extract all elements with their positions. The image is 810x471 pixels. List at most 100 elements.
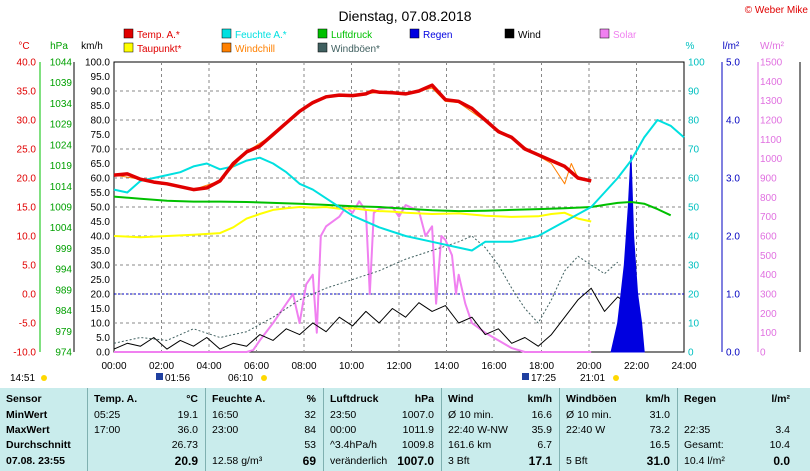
temp-axis-unit: °C bbox=[18, 41, 29, 52]
wind-header: Wind bbox=[448, 393, 474, 405]
x-tick-label: 20:00 bbox=[576, 361, 601, 372]
sensor-header: Sensor bbox=[6, 393, 42, 405]
pressure-tick-label: 1019 bbox=[50, 161, 73, 172]
wind-axis-unit: km/h bbox=[81, 41, 103, 52]
wind-avg10: 16.6 bbox=[531, 409, 552, 421]
temp-tick-label: 15.0 bbox=[17, 203, 37, 214]
series-rain bbox=[610, 154, 645, 353]
solar-tick-label: 700 bbox=[760, 212, 777, 223]
x-tick-label: 14:00 bbox=[434, 361, 459, 372]
wind-max: 35.9 bbox=[531, 424, 552, 436]
wind-avg-label: Ø 10 min. bbox=[448, 409, 494, 421]
rain-header: Regen bbox=[684, 393, 717, 405]
legend-label: Solar bbox=[613, 30, 637, 41]
gust-unit: km/h bbox=[645, 393, 670, 405]
pressure-tick-label: 1014 bbox=[50, 182, 73, 193]
wind-tick-label: 65.0 bbox=[91, 159, 111, 170]
col-pressure: Luftdruck hPa 23:50 1007.0 00:00 1011.9 ^3.… bbox=[324, 388, 440, 471]
wind-tick-label: 75.0 bbox=[91, 130, 111, 141]
legend-swatch bbox=[504, 28, 515, 39]
solar-tick-label: 1300 bbox=[760, 96, 783, 107]
weather-chart: Dienstag, 07.08.2018 © Weber Mike Temp. … bbox=[10, 5, 808, 384]
pressure-tick-label: 984 bbox=[55, 306, 72, 317]
row-label: 07.08. 23:55 bbox=[6, 455, 65, 467]
wind-tick-label: 25.0 bbox=[91, 275, 111, 286]
humidity-tick-label: 80 bbox=[688, 116, 700, 127]
moon-icon bbox=[156, 373, 163, 380]
x-tick-label: 10:00 bbox=[339, 361, 364, 372]
pressure-tick-label: 1039 bbox=[50, 78, 73, 89]
temp-current: 20.9 bbox=[174, 454, 198, 468]
press-max: 1011.9 bbox=[402, 424, 434, 436]
wind-tick-label: 45.0 bbox=[91, 217, 111, 228]
wind-tick-label: 30.0 bbox=[91, 261, 111, 272]
wind-tick-label: 60.0 bbox=[91, 174, 111, 185]
press-min-time: 23:50 bbox=[330, 409, 357, 421]
rain-tick-label: 5.0 bbox=[726, 58, 740, 69]
legend-swatch bbox=[123, 28, 134, 39]
rain-tick-label: 4.0 bbox=[726, 116, 740, 127]
humidity-axis-unit: % bbox=[686, 41, 695, 52]
hum-max-time: 23:00 bbox=[212, 424, 239, 436]
press-forecast: veränderlich bbox=[330, 455, 388, 467]
rain-day: 10.4 l/m² bbox=[684, 455, 725, 467]
col-sensor: Sensor MinWert MaxWert Durchschnitt 07.0… bbox=[0, 388, 86, 471]
moon-icon bbox=[522, 373, 529, 380]
pressure-tick-label: 1004 bbox=[50, 223, 73, 234]
wind-tick-label: 100.0 bbox=[85, 58, 110, 69]
hum-unit: % bbox=[306, 393, 316, 405]
x-tick-label: 22:00 bbox=[624, 361, 649, 372]
wind-tick-label: 50.0 bbox=[91, 203, 111, 214]
gust-avg10: 31.0 bbox=[649, 409, 670, 421]
legend-swatch bbox=[317, 28, 328, 39]
temp-tick-label: 30.0 bbox=[17, 116, 37, 127]
rain-tick-label: 3.0 bbox=[726, 174, 740, 185]
rain-unit: l/m² bbox=[771, 393, 790, 405]
x-tick-label: 18:00 bbox=[529, 361, 554, 372]
press-avg: 1009.8 bbox=[401, 439, 434, 451]
legend-swatch bbox=[599, 28, 610, 39]
wind-tick-label: 80.0 bbox=[91, 116, 111, 127]
x-tick-label: 06:00 bbox=[244, 361, 269, 372]
wind-unit: km/h bbox=[527, 393, 552, 405]
humidity-tick-label: 50 bbox=[688, 203, 700, 214]
gust-header: Windböen bbox=[566, 393, 617, 405]
solar-tick-label: 500 bbox=[760, 251, 777, 262]
x-tick-label: 16:00 bbox=[481, 361, 506, 372]
rain-axis-unit: l/m² bbox=[723, 41, 740, 52]
hum-header: Feuchte A. bbox=[212, 393, 266, 405]
hum-min: 32 bbox=[304, 409, 316, 421]
wind-tick-label: 40.0 bbox=[91, 232, 111, 243]
pressure-tick-label: 989 bbox=[55, 285, 72, 296]
press-max-time: 00:00 bbox=[330, 424, 357, 436]
legend-label: Windböen* bbox=[331, 44, 380, 55]
rain-tick-label: 1.0 bbox=[726, 290, 740, 301]
wind-tick-label: 10.0 bbox=[91, 319, 111, 330]
humidity-tick-label: 40 bbox=[688, 232, 700, 243]
humidity-tick-label: 70 bbox=[688, 145, 700, 156]
temp-min: 19.1 bbox=[177, 409, 198, 421]
pressure-tick-label: 974 bbox=[55, 348, 72, 359]
pressure-tick-label: 1044 bbox=[50, 58, 73, 69]
wind-tick-label: 15.0 bbox=[91, 304, 111, 315]
marker-label: 17:25 bbox=[531, 373, 556, 384]
pressure-tick-label: 999 bbox=[55, 244, 72, 255]
legend-swatch bbox=[221, 42, 232, 53]
solar-tick-label: 1100 bbox=[760, 135, 782, 146]
sun-icon bbox=[261, 375, 267, 381]
legend-label: Wind bbox=[518, 30, 541, 41]
temp-header: Temp. A. bbox=[94, 393, 138, 405]
temp-tick-label: 40.0 bbox=[17, 58, 37, 69]
legend-swatch bbox=[221, 28, 232, 39]
wind-avg: 6.7 bbox=[537, 439, 552, 451]
rain-total-label: Gesamt: bbox=[684, 439, 724, 451]
x-tick-label: 04:00 bbox=[196, 361, 221, 372]
rain-tick-label: 0.0 bbox=[726, 348, 740, 359]
solar-tick-label: 800 bbox=[760, 193, 777, 204]
humidity-tick-label: 100 bbox=[688, 58, 705, 69]
temp-min-time: 05:25 bbox=[94, 409, 121, 421]
solar-tick-label: 300 bbox=[760, 290, 777, 301]
hum-max: 84 bbox=[304, 424, 316, 436]
humidity-tick-label: 90 bbox=[688, 87, 700, 98]
pressure-tick-label: 1034 bbox=[50, 99, 73, 110]
